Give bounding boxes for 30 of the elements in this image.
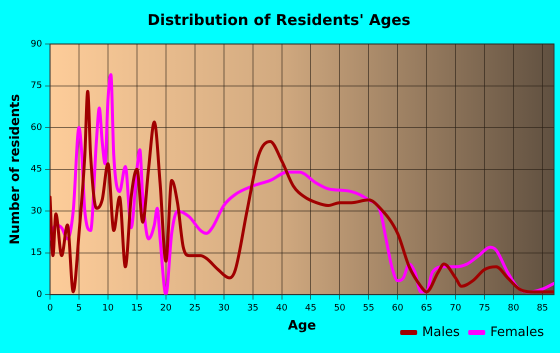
x-tick-label: 40 [276,303,288,314]
x-tick-label: 75 [478,303,490,314]
x-tick-label: 85 [536,303,548,314]
x-tick-label: 5 [76,303,82,314]
x-tick-label: 65 [420,303,432,314]
y-tick-label: 60 [30,122,42,133]
y-tick-label: 75 [30,81,42,92]
x-tick-label: 55 [362,303,374,314]
x-tick-label: 20 [160,303,172,314]
x-tick-label: 10 [102,303,114,314]
x-tick-label: 30 [218,303,230,314]
x-tick-label: 80 [508,303,520,314]
x-tick-label: 0 [47,303,54,314]
y-axis-title: Number of residents [8,94,24,245]
y-tick-label: 15 [30,248,42,258]
x-tick-label: 50 [334,303,346,314]
chart-title: Distribution of Residents' Ages [148,10,411,29]
legend-label: Females [490,324,544,340]
x-tick-label: 35 [247,303,259,314]
x-tick-label: 45 [304,303,316,314]
x-axis-title: Age [288,318,316,334]
x-tick-label: 15 [131,303,143,314]
legend-label: Males [422,324,460,340]
x-tick-label: 60 [392,303,404,314]
y-tick-label: 30 [30,206,42,216]
y-tick-label: 45 [30,164,42,175]
x-tick-label: 25 [189,303,201,314]
y-tick-label: 90 [30,39,42,50]
x-tick-label: 70 [450,303,462,314]
y-tick-label: 0 [36,290,42,300]
